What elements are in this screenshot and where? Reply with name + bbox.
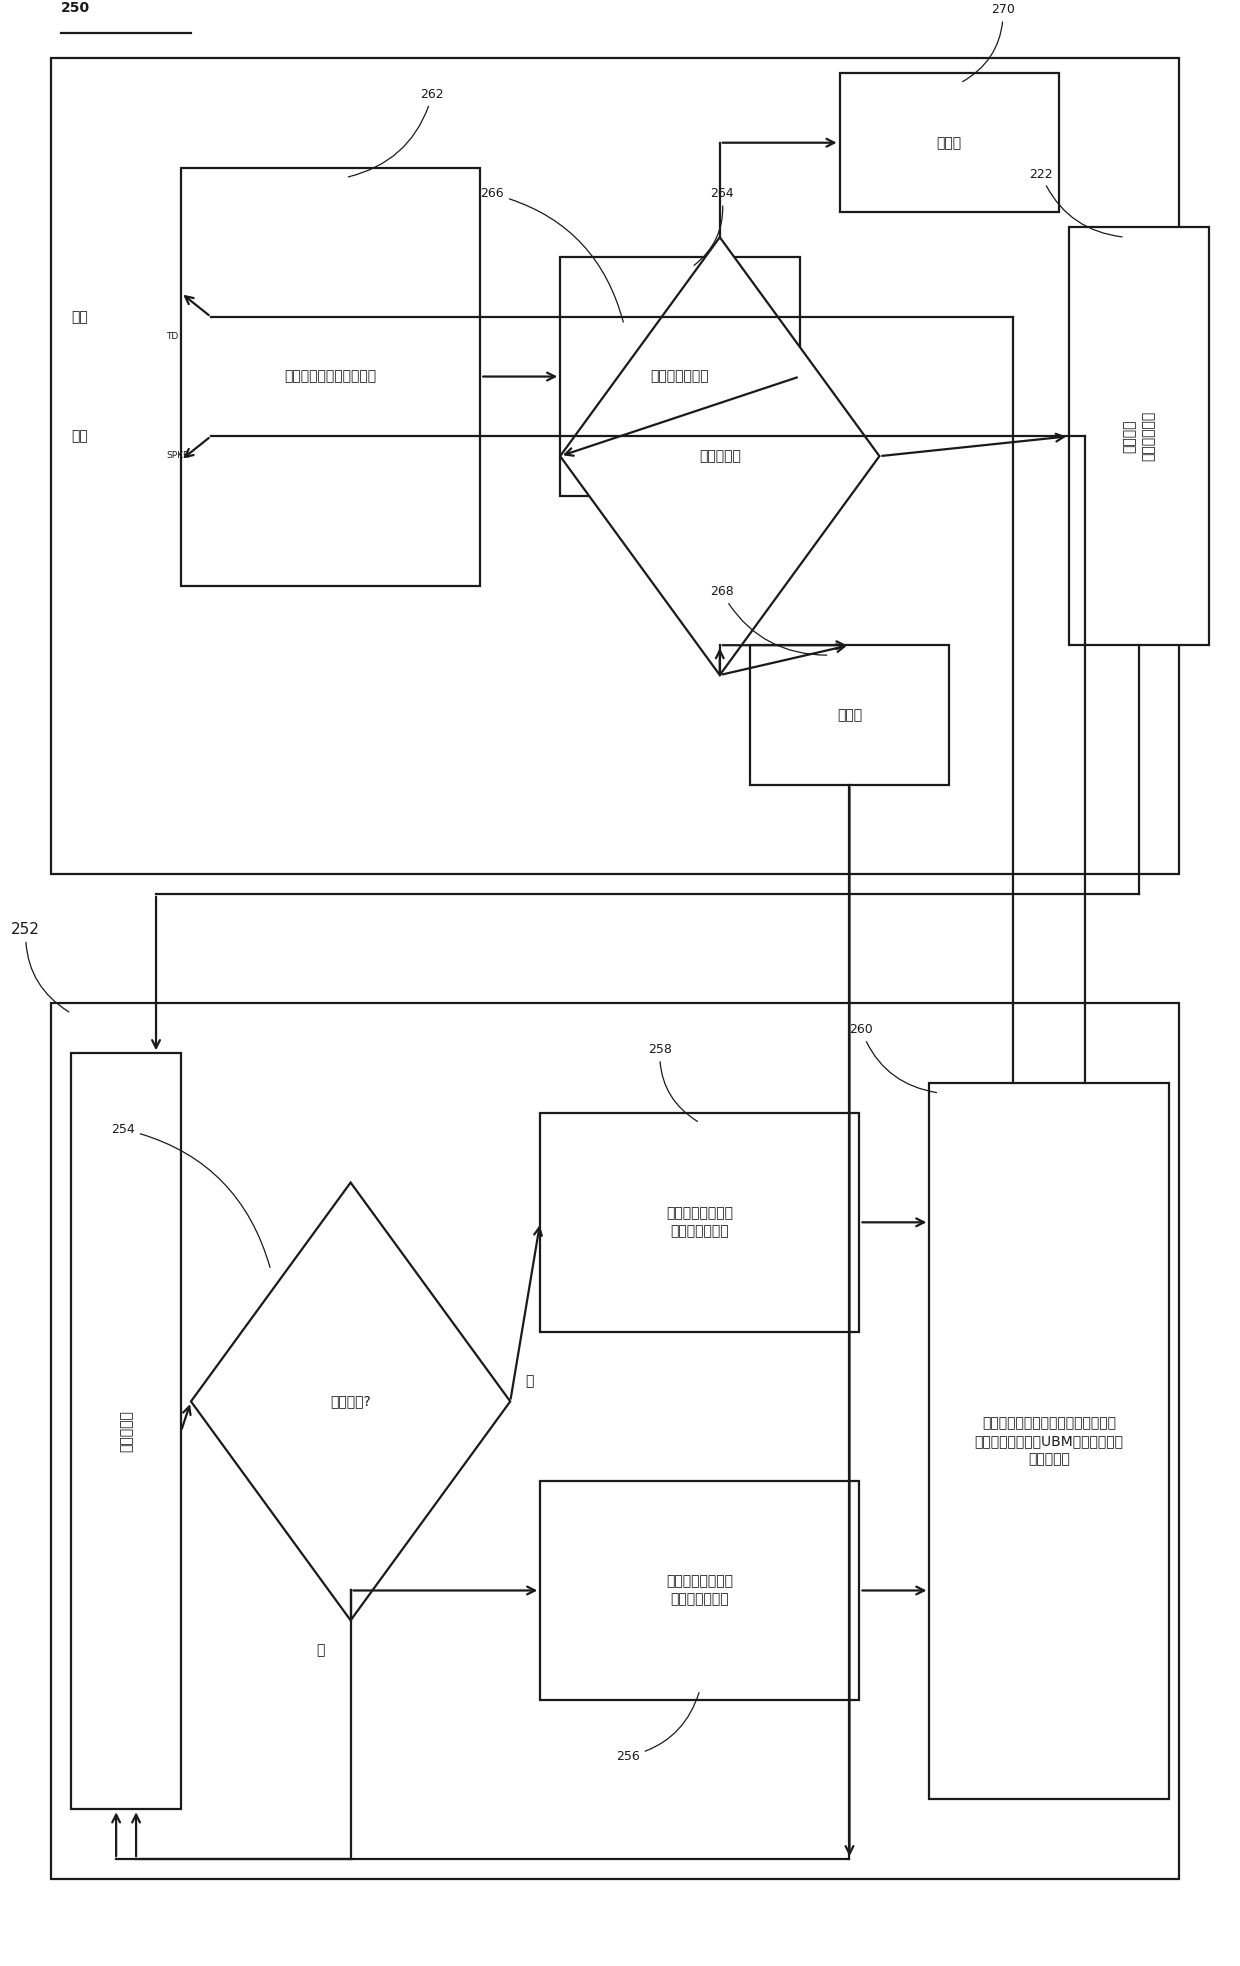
Text: 施加与说话者相关的标准化以确定用
于说话者验证的与UBM无关的说话者
标准化分数: 施加与说话者相关的标准化以确定用 于说话者验证的与UBM无关的说话者 标准化分数: [975, 1416, 1123, 1467]
Text: 确定决策树分类评分函数: 确定决策树分类评分函数: [285, 370, 377, 383]
Text: 确定与文本无关的
说话者验证分数: 确定与文本无关的 说话者验证分数: [666, 1575, 733, 1606]
Text: 264: 264: [694, 187, 733, 265]
FancyBboxPatch shape: [181, 167, 480, 586]
Text: 254: 254: [112, 1123, 270, 1268]
FancyBboxPatch shape: [560, 258, 800, 495]
Text: 映射到决策: 映射到决策: [699, 448, 740, 464]
Text: 260: 260: [849, 1022, 936, 1093]
Text: 确定说话者验证: 确定说话者验证: [651, 370, 709, 383]
Text: 否: 否: [316, 1644, 325, 1657]
Text: 270: 270: [962, 4, 1016, 83]
FancyBboxPatch shape: [541, 1480, 859, 1701]
Text: 被接受: 被接受: [837, 708, 862, 722]
Text: 被拒绝: 被拒绝: [936, 136, 962, 149]
Text: 确定与文本相关的
说话者验证分数: 确定与文本相关的 说话者验证分数: [666, 1205, 733, 1239]
Text: 252: 252: [11, 922, 69, 1012]
Text: 说话者验证: 说话者验证: [119, 1410, 133, 1453]
Text: 262: 262: [348, 88, 444, 177]
FancyBboxPatch shape: [750, 645, 950, 784]
FancyBboxPatch shape: [541, 1113, 859, 1331]
FancyBboxPatch shape: [51, 59, 1179, 875]
Text: 258: 258: [649, 1044, 697, 1121]
Text: SPKR: SPKR: [166, 450, 190, 460]
Text: 256: 256: [616, 1693, 699, 1764]
Text: TD: TD: [166, 332, 179, 340]
Text: 250: 250: [61, 2, 91, 16]
Text: 268: 268: [709, 586, 827, 655]
FancyBboxPatch shape: [71, 1054, 181, 1809]
Text: 222: 222: [1029, 167, 1122, 238]
FancyBboxPatch shape: [929, 1083, 1169, 1799]
Text: 分数: 分数: [71, 311, 88, 324]
Text: 不明确：
请求新的话语: 不明确： 请求新的话语: [1122, 411, 1154, 462]
FancyBboxPatch shape: [1069, 228, 1209, 645]
Text: 分数: 分数: [71, 429, 88, 442]
FancyBboxPatch shape: [51, 1003, 1179, 1879]
Polygon shape: [191, 1182, 510, 1620]
Polygon shape: [560, 238, 879, 674]
Text: 是: 是: [526, 1374, 533, 1388]
Text: 收到话语?: 收到话语?: [330, 1394, 371, 1408]
Text: 266: 266: [480, 187, 624, 322]
FancyBboxPatch shape: [839, 73, 1059, 212]
